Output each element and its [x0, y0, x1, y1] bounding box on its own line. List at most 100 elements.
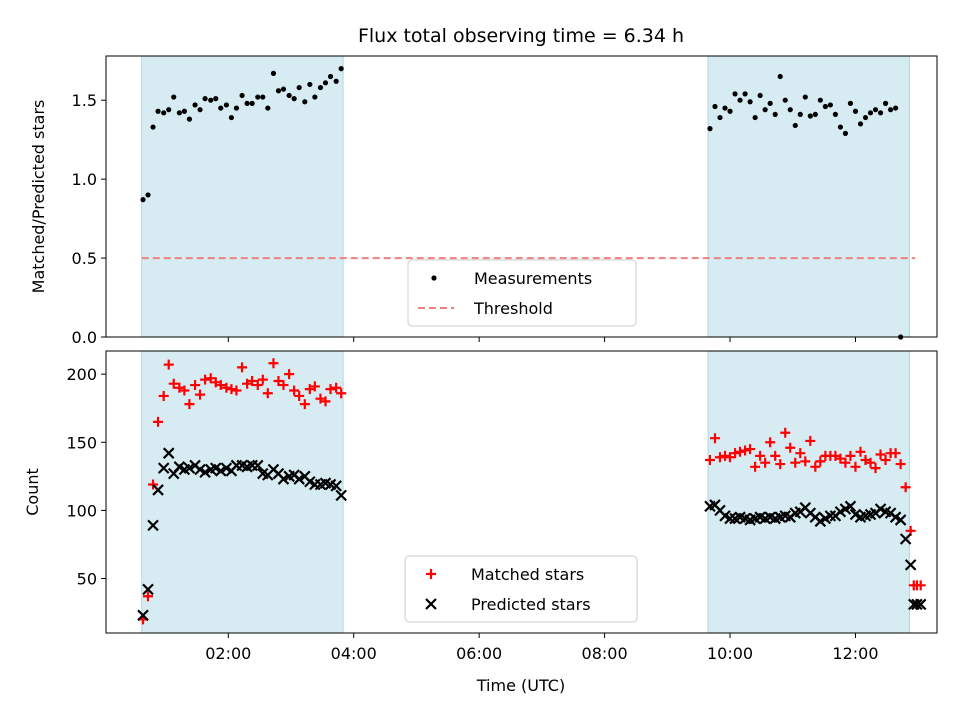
x-tick-label: 06:00: [456, 644, 502, 663]
measurements-point: [286, 92, 292, 99]
measurements-point: [837, 124, 844, 130]
predicted-stars-point: [914, 598, 927, 611]
matched-stars-point: [143, 591, 154, 602]
measurements-point: [233, 105, 240, 111]
measurements-point: [197, 107, 203, 113]
predicted-stars-point: [214, 465, 227, 477]
measurements-point: [208, 97, 214, 103]
predicted-stars-point: [904, 559, 917, 571]
measurements-point: [202, 96, 208, 102]
matched-stars-point: [735, 446, 746, 457]
measurements-point: [857, 121, 864, 127]
bottom-legend-box: [404, 555, 638, 623]
measurements-point: [161, 110, 167, 116]
matched-stars-point: [845, 450, 856, 461]
measurements-point: [255, 94, 261, 100]
measurements-point: [239, 92, 245, 99]
measurements-point: [291, 96, 297, 102]
measurements-point: [213, 96, 219, 102]
matched-stars-point: [915, 580, 926, 591]
measurements-point: [712, 103, 718, 110]
matched-stars-point: [870, 463, 881, 474]
measurements-point: [155, 108, 161, 114]
matched-stars-point: [257, 374, 268, 385]
measurements-point: [882, 100, 889, 106]
measurements-point: [192, 102, 198, 108]
y-tick-label: 0.0: [72, 328, 97, 347]
predicted-stars-point: [152, 484, 164, 496]
x-tick-label: 12:00: [832, 644, 878, 663]
shaded-span-1: [141, 350, 344, 634]
measurements-point: [265, 105, 271, 111]
matched-stars-point: [200, 374, 211, 385]
matched-stars-point: [860, 454, 871, 465]
y-tick-label: 150: [66, 433, 97, 452]
measurements-point: [223, 102, 230, 108]
measurements-point: [244, 100, 250, 106]
shaded-span-2: [707, 350, 910, 634]
matched-stars-point: [865, 457, 876, 468]
matched-stars-point: [252, 380, 263, 391]
matched-stars-point: [268, 358, 279, 369]
measurements-legend-marker: [431, 275, 437, 281]
matched-stars-point: [179, 385, 190, 396]
matched-stars-point: [226, 384, 237, 395]
measurements-point: [181, 108, 187, 114]
matched-stars-point: [835, 453, 846, 464]
measurements-point: [275, 88, 282, 94]
measurements-point: [827, 102, 833, 108]
matched-stars-point: [190, 380, 201, 391]
matched-stars-point: [184, 399, 195, 410]
top-y-axis-label: Matched/Predicted stars: [29, 100, 48, 294]
measurements-point: [762, 107, 768, 113]
x-tick-label: 04:00: [331, 644, 377, 663]
matched-stars-point: [294, 390, 305, 401]
measurements-point: [737, 97, 743, 103]
predicted-stars-point: [911, 598, 923, 611]
matched-stars-point: [195, 389, 206, 400]
predicted-stars-point: [142, 583, 154, 596]
bottom-y-ticks: 50 100 150 200: [66, 365, 106, 589]
chart-title: Flux total observing time = 6.34 h: [358, 25, 684, 47]
matched-stars-point: [890, 448, 901, 459]
predicted-stars-point: [251, 459, 264, 472]
matched-stars-point: [210, 377, 221, 388]
matched-stars-point: [315, 393, 326, 404]
measurements-point: [752, 114, 758, 121]
matched-stars-point: [242, 378, 253, 389]
measurements-point: [327, 73, 334, 80]
matched-stars-point: [709, 433, 720, 444]
measurements-point: [877, 110, 884, 116]
matched-stars-point: [815, 456, 826, 467]
bottom-legend: Matched stars Predicted stars: [404, 555, 638, 623]
matched-stars-point: [795, 448, 806, 459]
matched-stars-point: [237, 362, 248, 373]
matched-stars-point: [830, 450, 841, 461]
measurements-point: [852, 108, 859, 114]
measurements-point: [757, 92, 763, 99]
predicted-stars-point: [824, 510, 837, 522]
matched-stars-point: [810, 461, 821, 472]
matched-stars-point: [205, 373, 216, 384]
matched-stars-point: [745, 444, 756, 455]
matched-stars-point: [273, 375, 284, 386]
measurements-point: [280, 86, 287, 92]
matched-stars-point: [780, 427, 791, 438]
measurements-point: [338, 66, 344, 72]
measurements-point: [812, 111, 818, 118]
matched-stars-point: [163, 359, 174, 370]
observation-shades: [141, 55, 910, 338]
matched-stars-point: [725, 452, 736, 463]
matched-stars-point: [325, 384, 336, 395]
x-axis-label: Time (UTC): [476, 676, 565, 695]
measurements-point: [802, 94, 808, 100]
measurements-point: [732, 91, 738, 97]
bottom-panel-frame: [105, 350, 938, 634]
matched-stars-point: [750, 461, 761, 472]
matched-stars-point: [304, 384, 315, 395]
measurements-point: [270, 70, 277, 76]
measurements-point: [228, 114, 235, 121]
predicted-stars-point: [899, 533, 912, 545]
shaded-span-2: [707, 55, 910, 338]
